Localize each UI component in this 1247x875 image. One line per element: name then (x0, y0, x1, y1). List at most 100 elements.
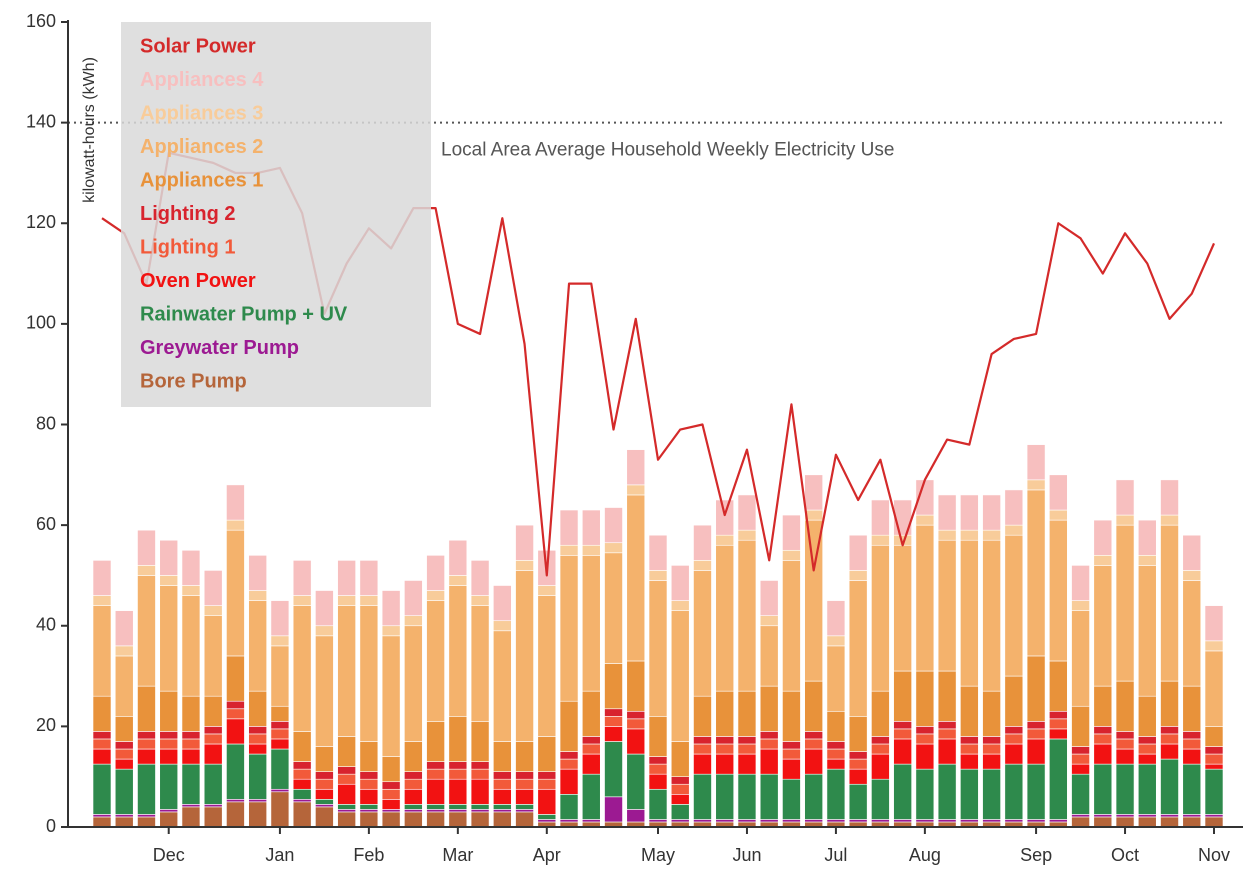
x-tick-label: Jul (824, 845, 847, 865)
bar-segment (493, 771, 512, 780)
bar-segment (270, 645, 290, 707)
bar-segment (1204, 726, 1224, 747)
bar-segment (203, 615, 223, 697)
bar-segment (693, 570, 712, 697)
bar-segment (537, 814, 557, 820)
bar-segment (960, 685, 979, 737)
bar-segment (759, 748, 779, 775)
bar-segment (693, 773, 712, 820)
bar-segment (826, 645, 846, 712)
bar-segment (448, 809, 468, 813)
bar-segment (1182, 570, 1202, 581)
legend-entry: Greywater Pump (140, 337, 299, 359)
bar-segment (114, 741, 134, 750)
axes-layer: 0 20 40 60 80 100 120 140 160 kilowatt-hours (kWh… (26, 11, 1243, 865)
bar-segment (1004, 733, 1024, 745)
bar-segment (137, 738, 156, 750)
bar-segment (515, 788, 534, 805)
x-tick-label: Aug (909, 845, 941, 865)
bar-segment (848, 758, 868, 770)
bar-segment (782, 741, 801, 750)
bar-segment (537, 819, 557, 823)
bar-segment (893, 763, 912, 820)
bar-segment (114, 748, 134, 760)
bar-segment (226, 799, 245, 803)
bar-segment (493, 630, 512, 742)
bar-segment (1026, 444, 1046, 481)
bar-segment (826, 768, 846, 820)
bar-segment (693, 560, 712, 571)
bar-segment (248, 600, 267, 692)
bar-segment (203, 605, 223, 616)
bar-segment (137, 575, 156, 687)
bar-segment (581, 819, 601, 823)
bar-segment (604, 552, 623, 664)
bar-segment (648, 534, 668, 571)
bar-segment (937, 529, 957, 541)
bar-segment (181, 695, 201, 732)
bar-segment (915, 670, 935, 727)
bar-segment (982, 529, 1001, 541)
bar-segment (960, 539, 979, 687)
bar-segment (737, 690, 757, 737)
bar-segment (515, 524, 534, 561)
bar-segment (226, 743, 245, 800)
bar-segment (1093, 816, 1113, 828)
x-tick-label: Dec (153, 845, 185, 865)
bar-segment (270, 788, 290, 793)
bar-segment (426, 721, 445, 762)
bar-segment (782, 758, 801, 780)
bar-segment (759, 731, 779, 740)
bar-segment (1026, 489, 1046, 657)
bar-segment (626, 809, 646, 823)
bar-segment (670, 565, 690, 601)
bar-segment (159, 809, 179, 813)
bar-segment (203, 733, 223, 745)
bar-segment (604, 796, 623, 823)
bar-segment (604, 726, 623, 742)
bar-segment (604, 542, 623, 554)
bar-segment (715, 544, 735, 692)
bar-segment (381, 756, 401, 783)
bar-segment (1049, 728, 1068, 740)
bar-segment (1115, 524, 1135, 682)
y-tick-label: 60 (36, 514, 56, 534)
bar-segment (515, 570, 534, 742)
bar-segment (626, 660, 646, 712)
reference-label: Local Area Average Household Weekly Elec… (441, 140, 894, 161)
bar-segment (515, 771, 534, 780)
y-tick-label: 80 (36, 413, 56, 433)
bar-segment (226, 708, 245, 720)
bar-segment (1026, 721, 1046, 730)
bar-segment (404, 809, 423, 813)
bar-segment (1204, 753, 1224, 765)
bar-segment (1026, 738, 1046, 765)
bar-segment (1204, 640, 1224, 652)
bar-segment (226, 519, 245, 531)
bar-segment (715, 819, 735, 823)
bar-segment (137, 731, 156, 740)
bar-segment (426, 600, 445, 722)
bar-segment (337, 811, 356, 828)
bar-segment (670, 610, 690, 742)
bar-segment (315, 788, 334, 800)
bar-segment (248, 801, 267, 828)
bar-segment (359, 804, 379, 810)
bar-segment (960, 819, 979, 823)
bar-segment (648, 819, 668, 823)
bar-segment (337, 773, 356, 785)
bar-segment (715, 753, 735, 775)
bar-segment (159, 748, 179, 765)
bar-segment (1026, 819, 1046, 823)
bar-segment (1071, 610, 1090, 707)
bar-segment (114, 716, 134, 742)
bar-segment (1204, 768, 1224, 815)
bar-segment (292, 801, 312, 828)
bar-segment (92, 814, 112, 818)
bar-segment (581, 509, 601, 546)
bar-segment (759, 625, 779, 687)
bar-segment (1093, 519, 1113, 556)
bar-segment (537, 771, 557, 780)
bar-segment (248, 753, 267, 800)
